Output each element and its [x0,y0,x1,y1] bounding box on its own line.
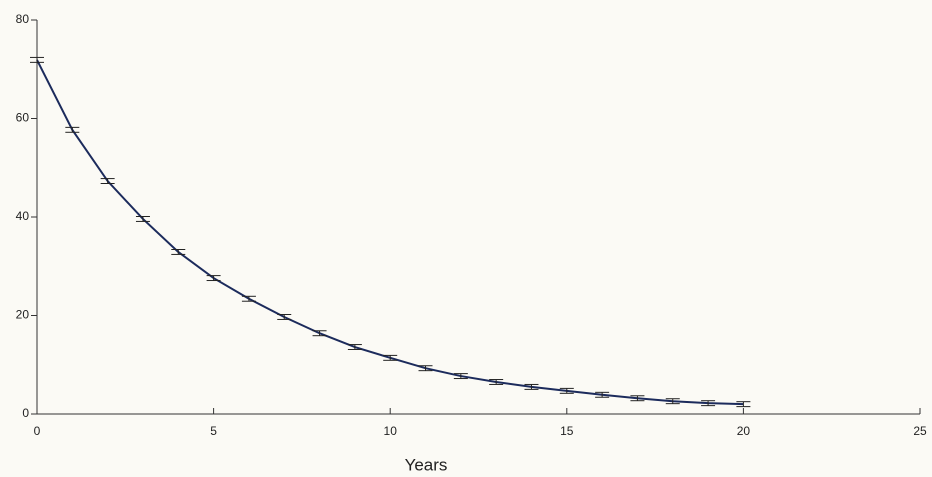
error-bar [736,401,751,408]
data-line [36,59,744,406]
error-bar [383,354,398,361]
y-tick-label: 40 [16,209,30,223]
y-tick-label: 60 [16,111,30,125]
error-bar [701,400,716,407]
x-tick-label: 5 [210,424,217,438]
error-bar [65,126,80,133]
y-tick-label: 80 [16,12,30,26]
error-bar [30,56,44,63]
error-bar [665,398,680,405]
error-bar [100,178,115,185]
error-bar [630,395,645,402]
error-bar [206,275,221,282]
error-bar [595,391,610,398]
error-bar [277,314,292,320]
error-bar [489,379,504,385]
x-axis-label: Years [405,455,448,474]
error-bar [171,249,186,255]
error-bar [418,365,433,372]
x-tick-label: 20 [737,424,751,438]
y-tick-label: 20 [16,308,30,322]
error-bar [312,330,327,337]
error-bar [524,383,539,390]
x-tick-label: 0 [34,424,41,438]
error-bar [135,216,150,222]
error-bar [559,387,574,394]
error-bar [347,344,362,350]
y-tick-label: 0 [22,406,29,420]
x-tick-label: 15 [560,424,574,438]
x-tick-label: 25 [913,424,927,438]
x-tick-label: 10 [384,424,398,438]
error-bar [241,295,256,302]
error-bar [453,373,468,380]
